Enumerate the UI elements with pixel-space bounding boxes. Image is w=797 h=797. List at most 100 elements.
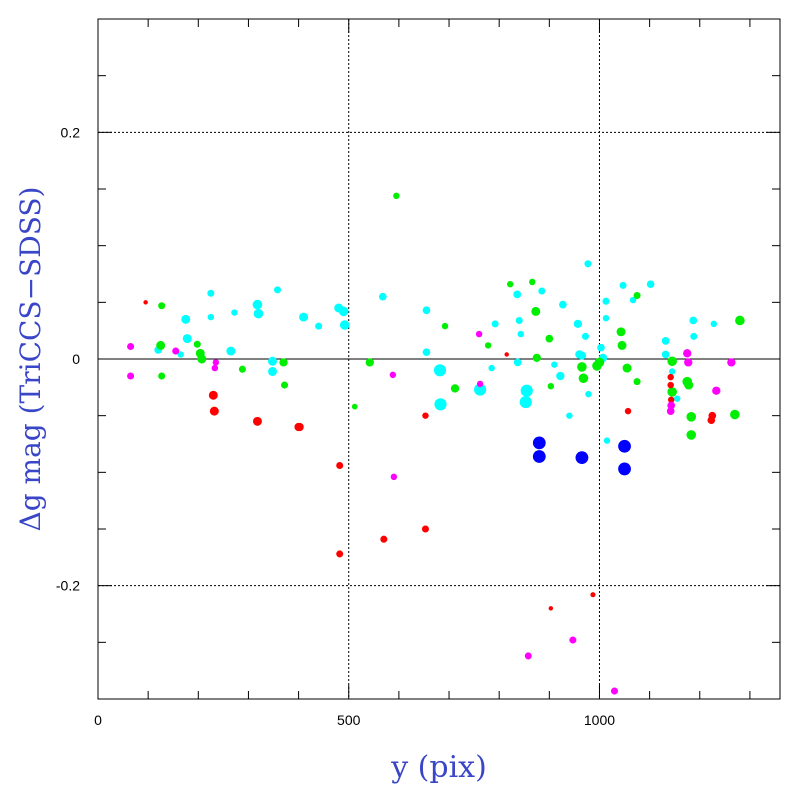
data-point-cyan bbox=[252, 299, 263, 310]
data-point-cyan bbox=[673, 395, 681, 402]
data-point-cyan bbox=[422, 306, 431, 315]
data-point-magenta bbox=[727, 358, 736, 367]
data-point-cyan bbox=[566, 412, 573, 419]
data-point-green bbox=[351, 403, 358, 410]
data-point-red bbox=[336, 462, 344, 470]
data-point-cyan bbox=[556, 371, 565, 381]
data-point-red bbox=[209, 406, 219, 416]
data-point-green bbox=[667, 356, 677, 367]
data-point-green bbox=[633, 292, 641, 300]
data-point-blue bbox=[532, 436, 546, 450]
data-point-cyan bbox=[315, 322, 323, 330]
x-axis-title: y (pix) bbox=[390, 750, 487, 785]
data-point-magenta bbox=[476, 380, 484, 388]
data-point-cyan bbox=[559, 300, 567, 309]
data-point-green bbox=[365, 358, 374, 367]
data-points bbox=[127, 192, 745, 695]
data-point-magenta bbox=[127, 343, 135, 351]
data-point-cyan bbox=[661, 337, 670, 345]
data-point-cyan bbox=[181, 314, 191, 324]
data-point-cyan bbox=[268, 366, 277, 376]
data-point-green bbox=[622, 363, 632, 373]
data-point-red bbox=[252, 416, 262, 426]
data-point-green bbox=[156, 340, 166, 350]
data-point-magenta bbox=[390, 473, 398, 481]
data-point-cyan bbox=[182, 334, 192, 344]
data-point-green bbox=[547, 383, 555, 390]
data-point-cyan bbox=[268, 356, 277, 366]
data-point-red bbox=[548, 606, 554, 611]
data-point-cyan bbox=[629, 296, 637, 304]
data-point-cyan bbox=[710, 320, 718, 328]
data-point-cyan bbox=[603, 437, 611, 444]
data-point-red bbox=[143, 300, 148, 305]
y-axis-title: Δg mag (TriCCS−SDSS) bbox=[14, 187, 47, 532]
data-point-red bbox=[422, 412, 429, 419]
data-point-cyan bbox=[515, 316, 523, 324]
data-point-red bbox=[380, 535, 388, 543]
data-point-cyan bbox=[602, 297, 610, 305]
y-tick-label: 0.2 bbox=[61, 124, 81, 140]
data-point-green bbox=[686, 412, 697, 422]
data-point-magenta bbox=[211, 364, 219, 372]
data-point-magenta bbox=[524, 652, 532, 660]
data-point-cyan bbox=[585, 390, 592, 398]
data-point-green bbox=[616, 327, 626, 337]
data-point-green bbox=[529, 278, 536, 286]
data-point-red bbox=[590, 592, 596, 598]
data-point-magenta bbox=[569, 636, 577, 644]
data-point-cyan bbox=[338, 306, 349, 317]
data-point-cyan bbox=[551, 361, 558, 368]
data-point-red bbox=[667, 381, 674, 389]
data-point-green bbox=[507, 281, 514, 288]
data-point-green bbox=[594, 357, 605, 368]
data-point-cyan bbox=[597, 343, 605, 352]
data-point-green bbox=[193, 340, 201, 348]
data-point-green bbox=[281, 381, 289, 389]
data-point-magenta bbox=[712, 386, 721, 395]
data-point-magenta bbox=[667, 401, 676, 410]
data-point-cyan bbox=[519, 395, 532, 409]
data-point-green bbox=[577, 362, 587, 372]
data-point-cyan bbox=[517, 330, 524, 338]
data-point-green bbox=[531, 306, 541, 316]
data-point-red bbox=[667, 396, 675, 403]
data-point-cyan bbox=[226, 346, 236, 356]
data-point-green bbox=[667, 387, 677, 397]
data-point-cyan bbox=[581, 332, 589, 340]
data-point-cyan bbox=[513, 290, 522, 299]
data-point-cyan bbox=[253, 308, 264, 319]
data-point-red bbox=[624, 407, 632, 415]
data-point-blue bbox=[532, 450, 546, 463]
data-point-cyan bbox=[690, 332, 698, 340]
data-point-cyan bbox=[491, 320, 499, 328]
data-point-magenta bbox=[389, 371, 397, 379]
data-point-red bbox=[421, 525, 429, 533]
data-point-cyan bbox=[573, 319, 583, 329]
data-point-cyan bbox=[177, 351, 184, 358]
data-point-red bbox=[667, 373, 674, 381]
data-point-cyan bbox=[602, 315, 610, 322]
data-point-cyan bbox=[422, 348, 431, 357]
data-point-magenta bbox=[683, 349, 692, 358]
data-point-green bbox=[532, 353, 541, 363]
data-point-green bbox=[158, 372, 166, 380]
data-point-cyan bbox=[584, 260, 592, 268]
data-point-cyan bbox=[299, 312, 309, 322]
x-tick-label: 1000 bbox=[584, 712, 615, 728]
y-tick-label: 0 bbox=[72, 351, 80, 367]
data-point-cyan bbox=[538, 287, 546, 295]
data-point-red bbox=[208, 390, 218, 400]
data-point-green bbox=[735, 315, 745, 326]
data-point-green bbox=[197, 354, 207, 364]
data-point-magenta bbox=[684, 358, 693, 367]
data-point-cyan bbox=[520, 384, 533, 397]
data-point-blue bbox=[575, 451, 589, 464]
x-tick-label: 0 bbox=[94, 712, 102, 728]
data-point-cyan bbox=[207, 313, 215, 321]
data-point-cyan bbox=[668, 368, 676, 375]
data-point-blue bbox=[618, 462, 631, 476]
data-point-green bbox=[441, 322, 449, 330]
data-point-green bbox=[578, 373, 589, 384]
data-point-cyan bbox=[619, 281, 627, 289]
